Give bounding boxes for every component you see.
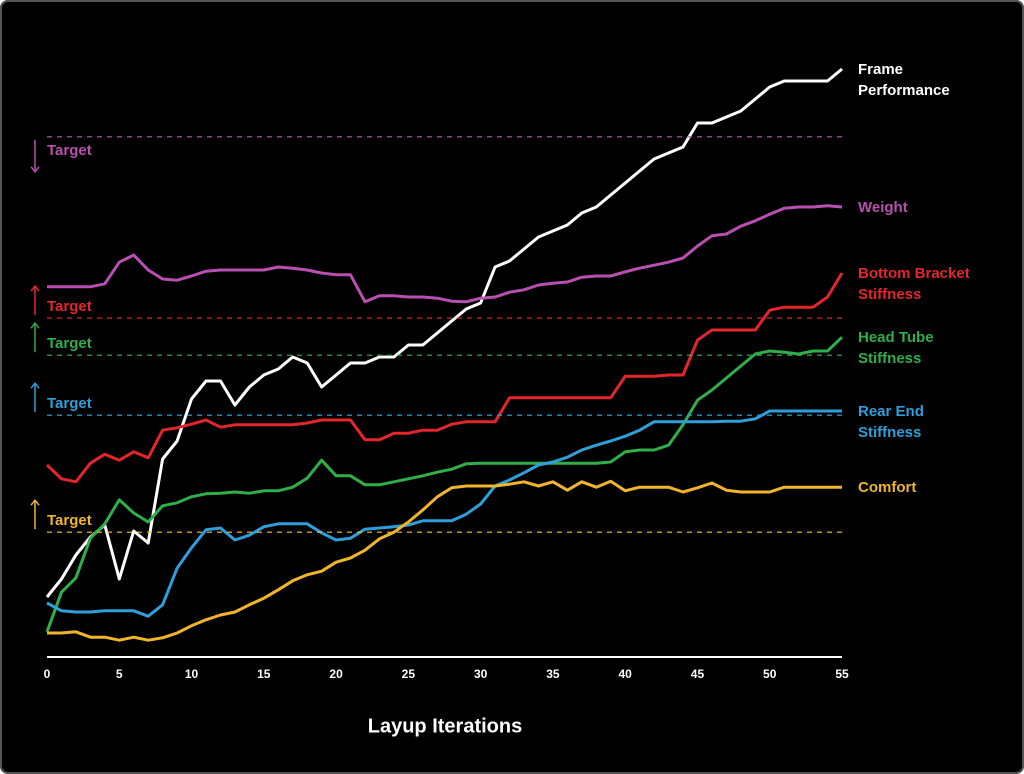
target-arrow-head: [30, 498, 40, 506]
x-tick-label: 0: [44, 667, 51, 681]
series-label: Weight: [858, 199, 908, 216]
x-tick-label: 55: [835, 667, 849, 681]
series-line: [47, 479, 842, 642]
x-tick-label: 50: [763, 667, 777, 681]
series-label: Head Tube Stiffness: [858, 329, 934, 368]
target-arrow-head: [30, 166, 40, 174]
x-tick-label: 40: [619, 667, 633, 681]
series-label: Bottom Bracket Stiffness: [858, 265, 970, 303]
series-label: Rear End Stiffness: [858, 403, 924, 441]
x-tick-label: 10: [185, 667, 199, 681]
series-line: [45, 67, 843, 598]
series-line: [45, 336, 844, 633]
series-label: Comfort: [858, 479, 917, 497]
x-tick-label: 25: [402, 667, 416, 681]
series-label: Frame Performance: [858, 61, 950, 99]
series-line: [46, 409, 842, 618]
x-tick-label: 35: [546, 667, 560, 681]
target-label: Target: [47, 395, 92, 412]
target-label: Target: [47, 512, 92, 529]
x-tick-label: 30: [474, 667, 488, 681]
target-label: Target: [47, 335, 92, 352]
target-label: Target: [47, 298, 92, 315]
x-tick-label: 20: [329, 667, 343, 681]
target-arrow-head: [30, 284, 40, 292]
series-line: [47, 204, 843, 304]
target-label: Target: [47, 142, 92, 159]
x-axis-title: Layup Iterations: [368, 715, 522, 737]
series-line: [45, 272, 844, 484]
target-arrow-head: [30, 321, 40, 329]
target-arrow-head: [30, 381, 40, 389]
x-tick-label: 15: [257, 667, 271, 681]
x-tick-label: 45: [691, 667, 705, 681]
x-tick-label: 5: [116, 667, 123, 681]
